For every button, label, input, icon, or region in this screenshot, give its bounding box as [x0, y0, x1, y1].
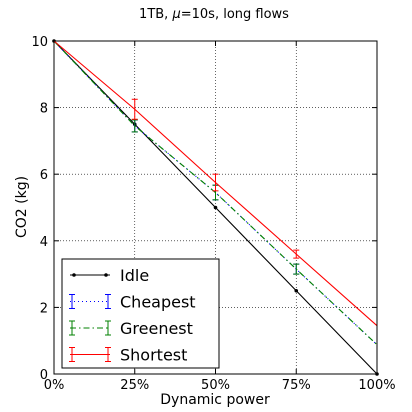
- x-tick-label: 25%: [120, 378, 149, 393]
- legend-label: Shortest: [120, 346, 187, 365]
- legend-marker: [104, 273, 108, 277]
- data-point: [294, 288, 299, 293]
- x-axis-label: Dynamic power: [160, 392, 270, 408]
- y-tick-label: 8: [40, 102, 48, 117]
- legend-item-shortest: Shortest: [69, 346, 187, 365]
- series-shortest: [53, 40, 378, 327]
- data-point: [213, 205, 218, 210]
- chart-title-mu: μ: [171, 7, 180, 22]
- x-tick-label: 100%: [358, 378, 395, 393]
- legend-label: Cheapest: [120, 293, 196, 312]
- x-tick-label: 75%: [282, 378, 311, 393]
- x-tick-label: 50%: [201, 378, 230, 393]
- legend-item-cheapest: Cheapest: [69, 293, 196, 312]
- legend-label: Greenest: [120, 319, 193, 338]
- y-tick-label: 0: [40, 368, 48, 383]
- axis-ticks: 0% 25% 50% 75% 100% 0 2 4 6 8 10: [31, 35, 395, 393]
- chart-title: 1TB, μ=10s, long flows: [139, 7, 289, 22]
- y-tick-label: 10: [31, 35, 48, 50]
- y-axis-label: CO2 (kg): [14, 176, 30, 238]
- x-tick-label: 0%: [44, 378, 65, 393]
- y-tick-label: 6: [40, 168, 48, 183]
- legend-item-greenest: Greenest: [69, 319, 193, 338]
- chart-title-suffix: =10s, long flows: [181, 7, 289, 22]
- legend-item-idle: Idle: [70, 266, 149, 285]
- legend-label: Idle: [120, 266, 149, 285]
- y-tick-label: 4: [40, 235, 48, 250]
- series-layer: [52, 39, 379, 376]
- legend-marker: [72, 273, 76, 277]
- legend: Idle Cheapest Greenest Shortest: [61, 258, 220, 369]
- legend-box: [61, 258, 220, 369]
- chart-title-prefix: 1TB,: [139, 7, 172, 22]
- y-tick-label: 2: [40, 301, 48, 316]
